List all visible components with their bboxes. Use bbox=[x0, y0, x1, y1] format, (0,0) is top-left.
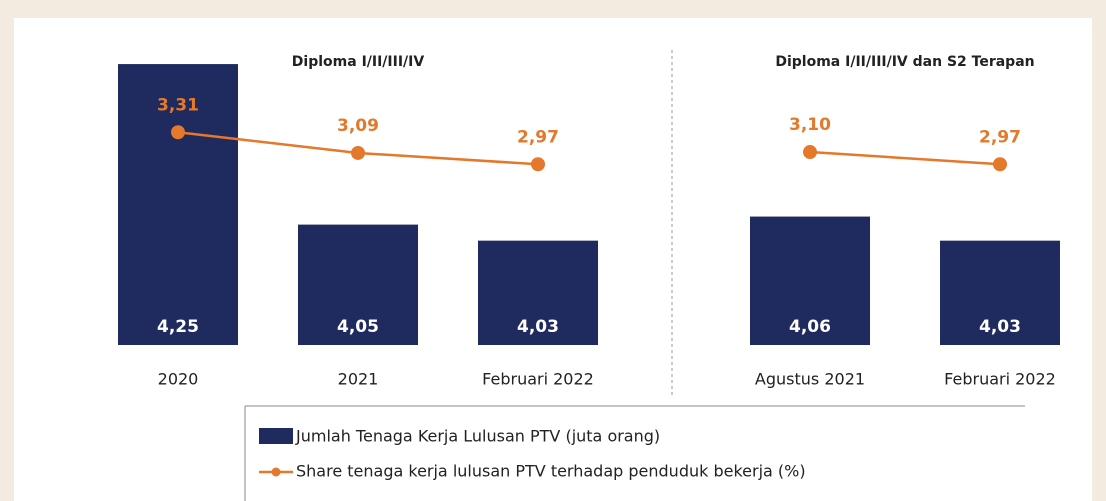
data-label: 4,03 bbox=[979, 317, 1021, 337]
bar bbox=[940, 240, 1060, 345]
bar bbox=[118, 64, 238, 345]
data-label: 3,09 bbox=[337, 116, 379, 136]
legend-swatch-bar bbox=[259, 428, 293, 444]
data-label: 2,97 bbox=[517, 127, 559, 147]
legend-label: Jumlah Tenaga Kerja Lulusan PTV (juta or… bbox=[295, 427, 660, 446]
legend-swatch-marker bbox=[271, 467, 281, 477]
data-label: 4,25 bbox=[157, 317, 199, 337]
data-label: 2,97 bbox=[979, 127, 1021, 147]
line-marker bbox=[531, 157, 545, 172]
line-marker bbox=[351, 145, 365, 160]
data-label: 3,10 bbox=[789, 115, 831, 135]
line-marker bbox=[803, 145, 817, 160]
x-tick-label: Februari 2022 bbox=[482, 370, 594, 389]
data-label: 4,03 bbox=[517, 317, 559, 337]
legend-label: Share tenaga kerja lulusan PTV terhadap … bbox=[296, 462, 806, 481]
bar bbox=[298, 224, 418, 345]
x-tick-label: 2020 bbox=[158, 370, 199, 389]
line-marker bbox=[993, 157, 1007, 172]
bar bbox=[478, 240, 598, 345]
bar bbox=[750, 216, 870, 345]
line bbox=[809, 150, 1001, 166]
data-label: 4,06 bbox=[789, 317, 831, 337]
line-marker bbox=[171, 125, 185, 140]
chart-title: Diploma I/II/III/IV bbox=[292, 54, 425, 70]
x-tick-label: 2021 bbox=[338, 370, 379, 389]
x-tick-label: Februari 2022 bbox=[944, 370, 1056, 389]
x-tick-label: Agustus 2021 bbox=[755, 370, 865, 389]
data-label: 3,31 bbox=[157, 95, 199, 115]
chart-title: Diploma I/II/III/IV dan S2 Terapan bbox=[775, 54, 1034, 70]
data-label: 4,05 bbox=[337, 317, 379, 337]
